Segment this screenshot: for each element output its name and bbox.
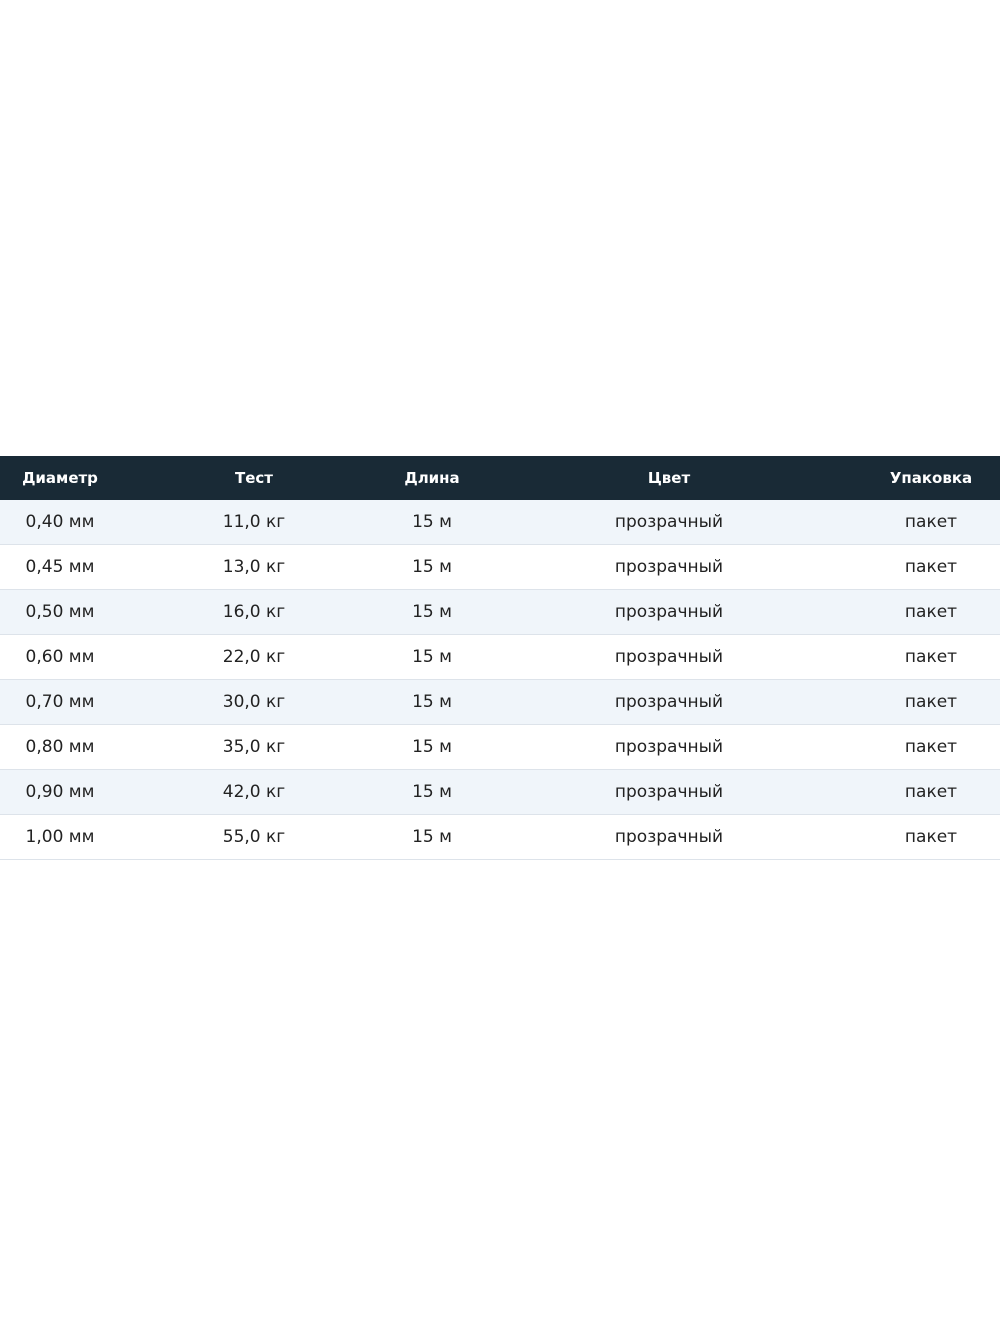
cell-packaging: пакет: [862, 634, 1000, 680]
cell-test: 22,0 кг: [120, 634, 388, 680]
cell-test: 35,0 кг: [120, 724, 388, 770]
header-diameter: Диаметр: [0, 456, 120, 500]
cell-packaging: пакет: [862, 679, 1000, 725]
cell-test: 55,0 кг: [120, 814, 388, 860]
cell-packaging: пакет: [862, 769, 1000, 815]
cell-length: 15 м: [388, 769, 476, 815]
header-packaging: Упаковка: [862, 456, 1000, 500]
table-header-row: Диаметр Тест Длина Цвет Упаковка: [0, 456, 1000, 500]
cell-diameter: 0,60 мм: [0, 634, 120, 680]
header-test: Тест: [120, 456, 388, 500]
cell-color: прозрачный: [476, 724, 862, 770]
cell-length: 15 м: [388, 634, 476, 680]
header-length: Длина: [388, 456, 476, 500]
cell-test: 11,0 кг: [120, 500, 388, 545]
cell-test: 30,0 кг: [120, 679, 388, 725]
cell-diameter: 0,80 мм: [0, 724, 120, 770]
cell-test: 16,0 кг: [120, 589, 388, 635]
table-row: 0,80 мм 35,0 кг 15 м прозрачный пакет: [0, 724, 1000, 770]
cell-packaging: пакет: [862, 589, 1000, 635]
cell-color: прозрачный: [476, 589, 862, 635]
table-row: 0,50 мм 16,0 кг 15 м прозрачный пакет: [0, 589, 1000, 635]
cell-color: прозрачный: [476, 500, 862, 545]
cell-packaging: пакет: [862, 500, 1000, 545]
table-row: 0,90 мм 42,0 кг 15 м прозрачный пакет: [0, 769, 1000, 815]
table-row: 0,40 мм 11,0 кг 15 м прозрачный пакет: [0, 500, 1000, 545]
cell-diameter: 1,00 мм: [0, 814, 120, 860]
cell-length: 15 м: [388, 500, 476, 545]
cell-test: 42,0 кг: [120, 769, 388, 815]
cell-color: прозрачный: [476, 544, 862, 590]
cell-length: 15 м: [388, 814, 476, 860]
cell-color: прозрачный: [476, 679, 862, 725]
cell-diameter: 0,50 мм: [0, 589, 120, 635]
table-row: 0,70 мм 30,0 кг 15 м прозрачный пакет: [0, 679, 1000, 725]
cell-color: прозрачный: [476, 634, 862, 680]
header-color: Цвет: [476, 456, 862, 500]
table-row: 1,00 мм 55,0 кг 15 м прозрачный пакет: [0, 814, 1000, 860]
cell-length: 15 м: [388, 589, 476, 635]
table-row: 0,45 мм 13,0 кг 15 м прозрачный пакет: [0, 544, 1000, 590]
table-row: 0,60 мм 22,0 кг 15 м прозрачный пакет: [0, 634, 1000, 680]
cell-test: 13,0 кг: [120, 544, 388, 590]
cell-color: прозрачный: [476, 814, 862, 860]
cell-length: 15 м: [388, 724, 476, 770]
cell-diameter: 0,45 мм: [0, 544, 120, 590]
cell-length: 15 м: [388, 679, 476, 725]
cell-diameter: 0,70 мм: [0, 679, 120, 725]
cell-diameter: 0,40 мм: [0, 500, 120, 545]
cell-packaging: пакет: [862, 724, 1000, 770]
cell-diameter: 0,90 мм: [0, 769, 120, 815]
cell-color: прозрачный: [476, 769, 862, 815]
cell-length: 15 м: [388, 544, 476, 590]
cell-packaging: пакет: [862, 544, 1000, 590]
specs-table: Диаметр Тест Длина Цвет Упаковка 0,40 мм 11,0…: [0, 456, 1000, 860]
cell-packaging: пакет: [862, 814, 1000, 860]
